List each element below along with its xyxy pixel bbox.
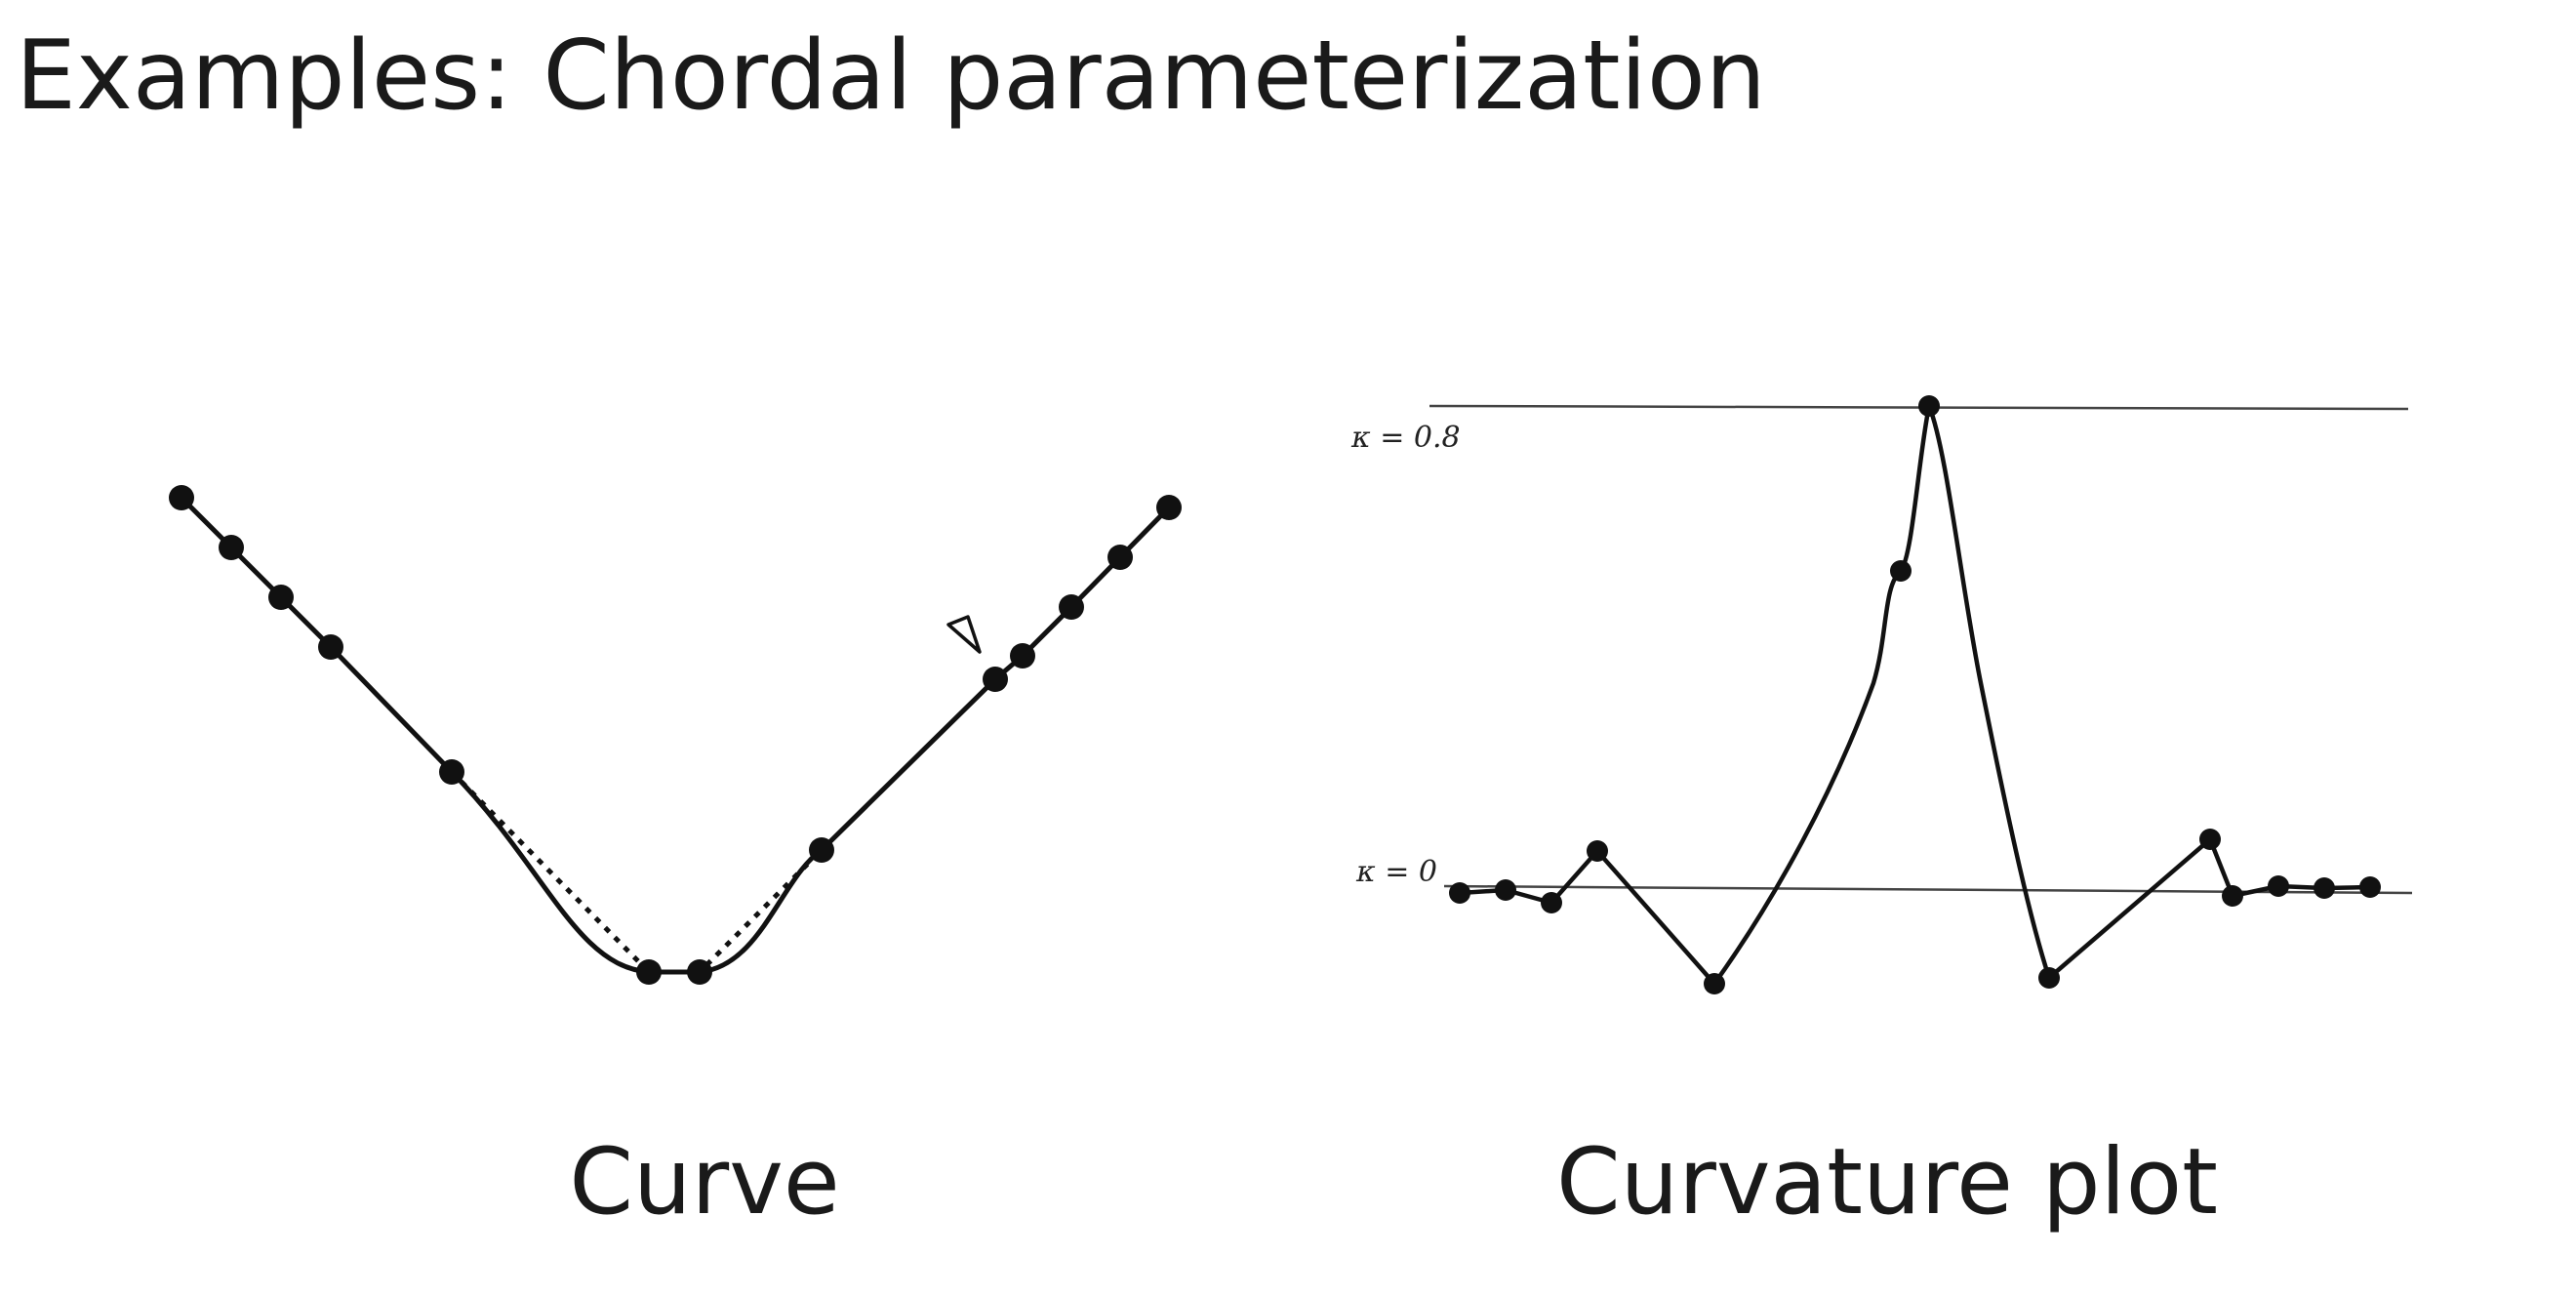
- curvature-point: [2359, 876, 2381, 898]
- curve-point: [809, 837, 834, 863]
- curvature-point: [2199, 829, 2221, 850]
- curvature-point: [1449, 882, 1470, 904]
- curve-point: [687, 959, 712, 985]
- curvature-point: [1890, 560, 1912, 582]
- curve-panel: [169, 485, 1182, 985]
- curve-point: [1156, 495, 1182, 520]
- curve-point: [1107, 545, 1133, 570]
- slide-title: Examples: Chordal parameterization: [16, 20, 1766, 132]
- curve-caption: Curve: [569, 1129, 840, 1236]
- curve-point: [268, 585, 294, 610]
- upper-line-label: κ = 0.8: [1350, 421, 1461, 455]
- control-polygon-dotted: [450, 770, 824, 975]
- curvature-point: [2038, 967, 2060, 989]
- curve-point: [439, 759, 464, 785]
- curve-point: [219, 535, 244, 560]
- curvature-panel: κ = 0.8 κ = 0: [1350, 395, 2413, 994]
- curvature-plot-caption: Curvature plot: [1556, 1129, 2218, 1236]
- curvature-point: [1541, 892, 1562, 913]
- curvature-point: [1587, 840, 1608, 862]
- curvature-point: [2268, 875, 2289, 897]
- curve-point: [1010, 643, 1035, 669]
- curvature-trace: [1459, 403, 2371, 987]
- curve-data-points: [169, 485, 1182, 985]
- triangle-marker-icon: [946, 615, 982, 654]
- curve-point: [983, 667, 1008, 692]
- curvature-point: [2222, 885, 2243, 907]
- curve-point: [1059, 594, 1084, 620]
- curve-point: [636, 959, 662, 985]
- curvature-point: [1704, 973, 1725, 994]
- curvature-point: [1918, 395, 1940, 417]
- curvature-point: [2314, 877, 2335, 899]
- curve-point: [318, 634, 343, 660]
- interpolating-curve: [180, 496, 1171, 975]
- lower-line-label: κ = 0: [1355, 855, 1437, 889]
- curvature-data-points: [1449, 395, 2381, 994]
- curvature-point: [1495, 879, 1516, 901]
- curve-point: [169, 485, 194, 510]
